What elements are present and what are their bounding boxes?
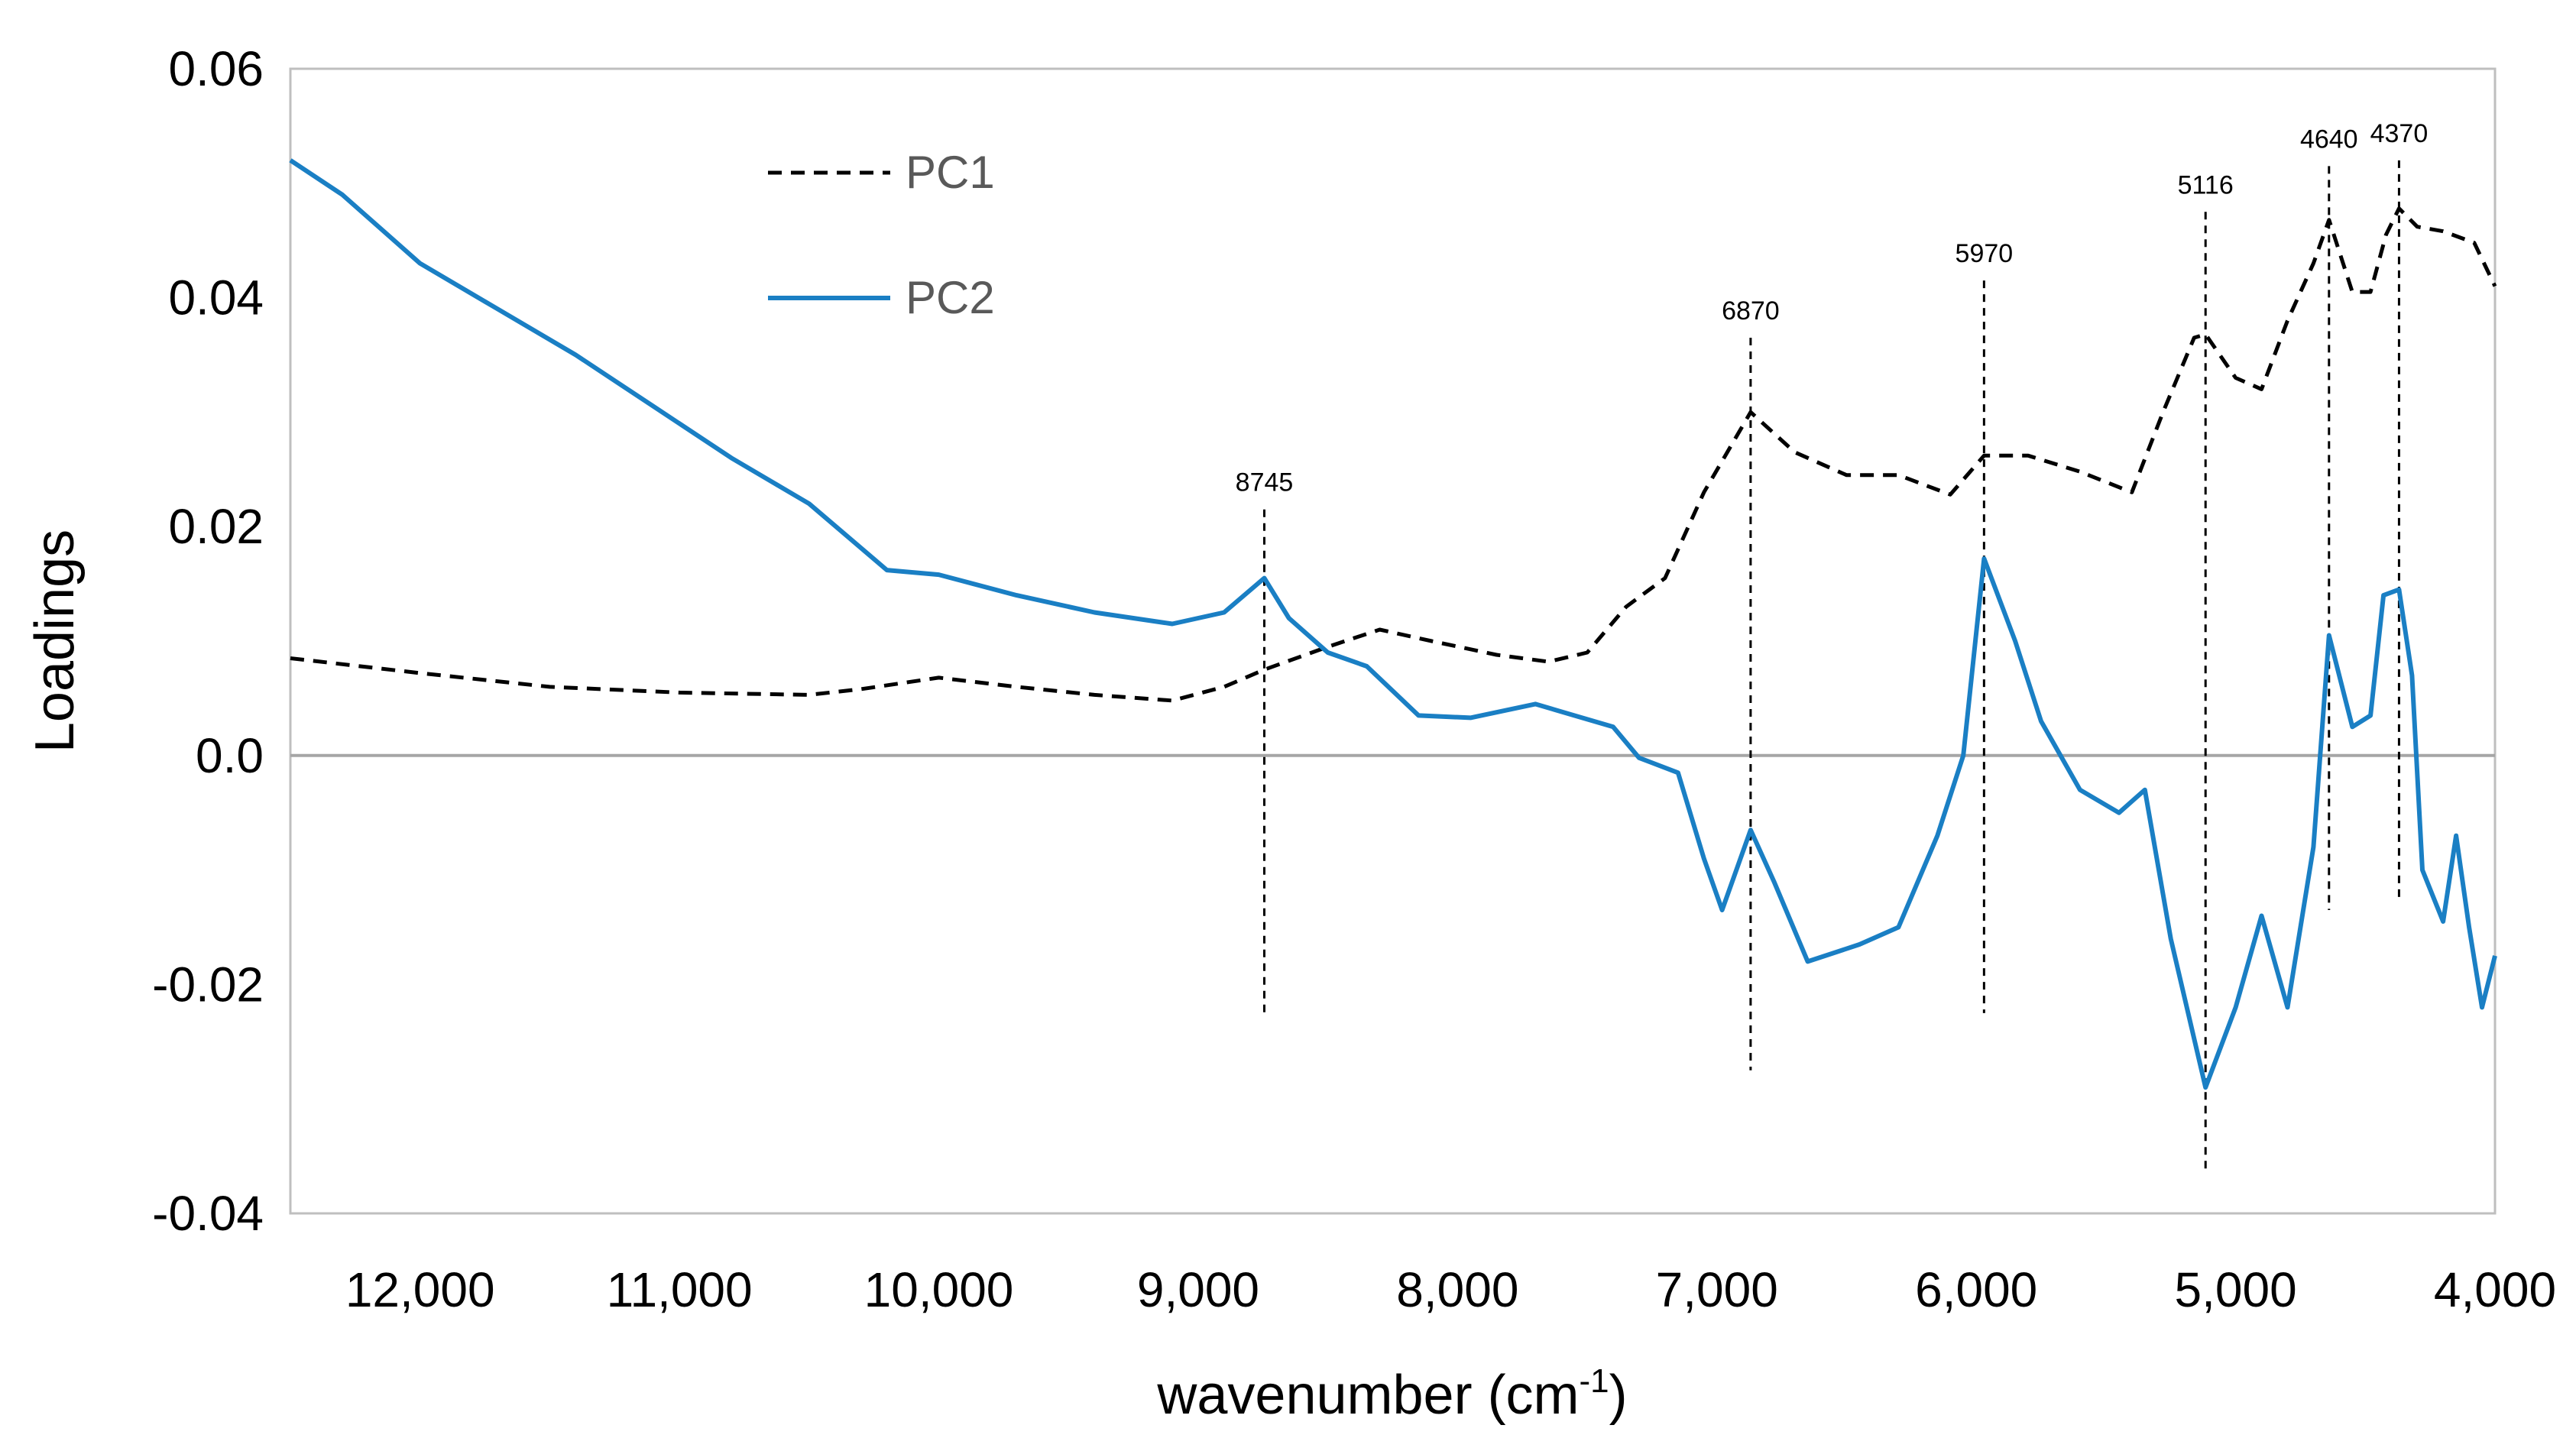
- peak-label: 4370: [2370, 119, 2429, 148]
- y-tick-label: -0.04: [152, 1186, 264, 1241]
- peak-annotations: 8745 6870 5970 5116 4640 4370: [1236, 119, 2429, 1174]
- peak-label: 8745: [1236, 468, 1294, 497]
- peak-label: 5970: [1955, 239, 2014, 268]
- peak-label: 4640: [2300, 125, 2358, 154]
- y-tick-label: 0.0: [196, 728, 264, 783]
- y-tick-label: 0.02: [168, 499, 264, 554]
- x-tick-label: 8,000: [1396, 1262, 1518, 1317]
- x-axis-title-close: ): [1609, 1365, 1628, 1426]
- y-tick-label: -0.02: [152, 957, 264, 1012]
- series-pc1-line: [290, 206, 2497, 703]
- x-axis-ticks: 12,000 11,000 10,000 9,000 8,000 7,000 6,000 5,…: [345, 1262, 2556, 1317]
- x-tick-label: 12,000: [345, 1262, 495, 1317]
- x-tick-label: 4,000: [2434, 1262, 2556, 1317]
- x-tick-label: 5,000: [2175, 1262, 2297, 1317]
- x-tick-label: 9,000: [1137, 1262, 1259, 1317]
- peak-label: 5116: [2178, 170, 2234, 199]
- x-axis-title-main: wavenumber (cm: [1156, 1365, 1579, 1426]
- series-pc2-line: [289, 158, 2497, 1090]
- legend: PC1 PC2: [768, 147, 995, 323]
- peak-label: 6870: [1722, 296, 1780, 326]
- series-lines: [289, 158, 2497, 1090]
- x-axis-title: wavenumber (cm-1): [1156, 1362, 1627, 1426]
- x-tick-label: 10,000: [864, 1262, 1014, 1317]
- legend-pc1-label: PC1: [906, 147, 995, 198]
- x-tick-label: 7,000: [1656, 1262, 1778, 1317]
- plot-area-frame: [289, 67, 2497, 1215]
- y-tick-label: 0.04: [168, 270, 264, 326]
- x-tick-label: 6,000: [1915, 1262, 2037, 1317]
- x-tick-label: 11,000: [607, 1262, 753, 1317]
- y-tick-label: 0.06: [168, 41, 264, 96]
- y-axis-title: Loadings: [24, 530, 86, 753]
- y-axis-ticks: 0.06 0.04 0.02 0.0 -0.02 -0.04: [152, 41, 264, 1241]
- x-axis-title-superscript: -1: [1580, 1362, 1609, 1400]
- legend-pc2-label: PC2: [906, 272, 995, 323]
